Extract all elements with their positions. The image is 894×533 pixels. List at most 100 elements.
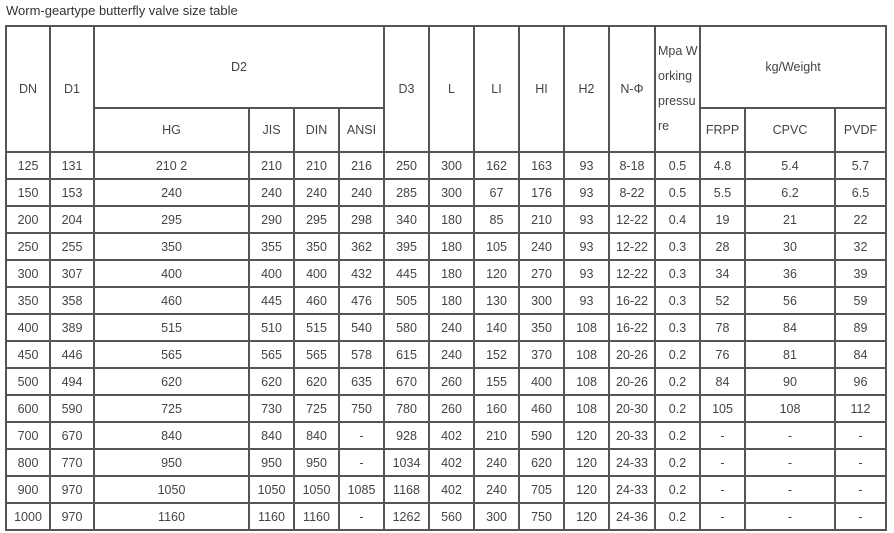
header-li: LI — [473, 25, 520, 153]
table-cell: - — [744, 421, 836, 450]
table-cell: 402 — [428, 448, 475, 477]
table-cell: 400 — [248, 259, 295, 288]
table-cell: 400 — [518, 367, 565, 396]
table-cell: 800 — [5, 448, 51, 477]
table-cell: 93 — [563, 205, 610, 234]
table-cell: 0.2 — [654, 475, 701, 504]
table-cell: 1160 — [248, 502, 295, 531]
table-cell: 0.3 — [654, 232, 701, 261]
table-cell: - — [338, 502, 385, 531]
table-cell: 163 — [518, 151, 565, 180]
table-cell: 340 — [383, 205, 430, 234]
table-cell: 705 — [518, 475, 565, 504]
table-cell: 350 — [293, 232, 340, 261]
table-cell: 725 — [93, 394, 250, 423]
table-cell: - — [338, 421, 385, 450]
table-cell: 216 — [338, 151, 385, 180]
table-cell: 250 — [5, 232, 51, 261]
table-cell: 0.4 — [654, 205, 701, 234]
table-cell: 131 — [49, 151, 95, 180]
table-row: 250 255 350 355 350 362 395 180 105 240 93 12-22 0.3… — [5, 232, 887, 261]
table-cell: 298 — [338, 205, 385, 234]
table-cell: 476 — [338, 286, 385, 315]
table-cell: 240 — [248, 178, 295, 207]
header-n-phi: N-Φ — [608, 25, 656, 153]
table-cell: 250 — [383, 151, 430, 180]
table-cell: 445 — [248, 286, 295, 315]
table-cell: 400 — [93, 259, 250, 288]
table-row: 350 358 460 445 460 476 505 180 130 300 93 16-22 0.3… — [5, 286, 887, 315]
table-cell: 285 — [383, 178, 430, 207]
table-cell: 204 — [49, 205, 95, 234]
table-cell: 84 — [834, 340, 887, 369]
table-cell: 725 — [293, 394, 340, 423]
table-cell: 24-36 — [608, 502, 656, 531]
table-cell: 840 — [293, 421, 340, 450]
table-cell: 120 — [563, 475, 610, 504]
table-cell: 260 — [428, 367, 475, 396]
table-cell: 210 — [248, 151, 295, 180]
table-cell: 36 — [744, 259, 836, 288]
header-d3: D3 — [383, 25, 430, 153]
table-cell: 180 — [428, 205, 475, 234]
table-cell: 93 — [563, 286, 610, 315]
table-cell: 240 — [428, 340, 475, 369]
table-cell: 5.5 — [699, 178, 746, 207]
table-cell: 39 — [834, 259, 887, 288]
table-cell: 34 — [699, 259, 746, 288]
valve-size-table: DN D1 D2 D3 L LI HI H2 N-Φ Mpa Working p… — [5, 25, 887, 531]
table-cell: 130 — [473, 286, 520, 315]
table-cell: 0.3 — [654, 286, 701, 315]
table-cell: 32 — [834, 232, 887, 261]
table-cell: - — [744, 475, 836, 504]
table-cell: 400 — [5, 313, 51, 342]
table-cell: 295 — [293, 205, 340, 234]
table-cell: 578 — [338, 340, 385, 369]
table-cell: 180 — [428, 286, 475, 315]
table-cell: 16-22 — [608, 313, 656, 342]
table-cell: 108 — [563, 394, 610, 423]
table-cell: 20-26 — [608, 367, 656, 396]
header-dn: DN — [5, 25, 51, 153]
table-cell: 950 — [93, 448, 250, 477]
table-cell: 155 — [473, 367, 520, 396]
table-cell: 84 — [699, 367, 746, 396]
table-cell: 750 — [338, 394, 385, 423]
table-cell: 120 — [563, 421, 610, 450]
table-cell: 600 — [5, 394, 51, 423]
table-cell: 565 — [93, 340, 250, 369]
table-cell: 580 — [383, 313, 430, 342]
table-cell: 515 — [93, 313, 250, 342]
table-cell: 362 — [338, 232, 385, 261]
table-cell: 0.2 — [654, 448, 701, 477]
table-cell: 300 — [428, 151, 475, 180]
table-cell: - — [744, 502, 836, 531]
table-cell: 84 — [744, 313, 836, 342]
table-cell: 0.2 — [654, 340, 701, 369]
table-cell: 89 — [834, 313, 887, 342]
table-cell: 240 — [473, 448, 520, 477]
table-cell: 210 — [518, 205, 565, 234]
table-cell: 494 — [49, 367, 95, 396]
table-cell: 24-33 — [608, 475, 656, 504]
table-cell: - — [338, 448, 385, 477]
header-working-pressure: Mpa Working pressure — [654, 25, 701, 153]
table-cell: 20-33 — [608, 421, 656, 450]
table-cell: 16-22 — [608, 286, 656, 315]
table-cell: 1160 — [93, 502, 250, 531]
table-cell: 153 — [49, 178, 95, 207]
table-cell: 620 — [293, 367, 340, 396]
table-cell: 180 — [428, 232, 475, 261]
table-cell: 840 — [93, 421, 250, 450]
table-cell: 20-30 — [608, 394, 656, 423]
table-cell: 5.7 — [834, 151, 887, 180]
table-cell: 460 — [518, 394, 565, 423]
table-cell: 108 — [563, 367, 610, 396]
table-cell: 1085 — [338, 475, 385, 504]
table-cell: 300 — [5, 259, 51, 288]
table-cell: 93 — [563, 151, 610, 180]
table-cell: 105 — [473, 232, 520, 261]
table-cell: 500 — [5, 367, 51, 396]
table-cell: 928 — [383, 421, 430, 450]
table-cell: 402 — [428, 421, 475, 450]
